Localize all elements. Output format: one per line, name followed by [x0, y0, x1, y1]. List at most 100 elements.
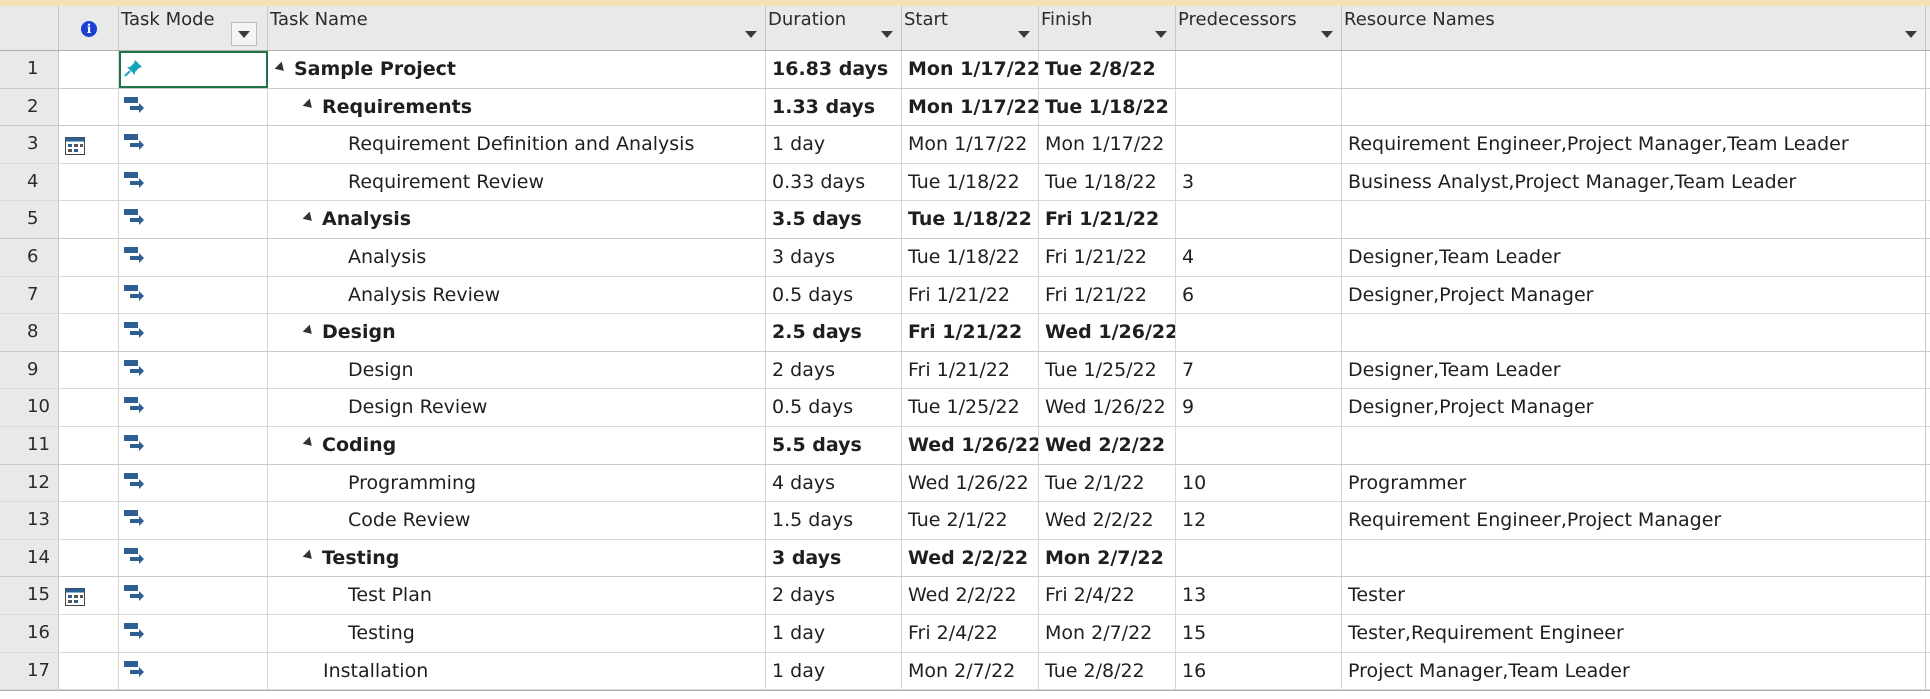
task-mode-cell[interactable] [119, 201, 268, 238]
finish-cell[interactable]: Mon 2/7/22 [1039, 539, 1176, 577]
chevron-down-icon[interactable] [745, 31, 757, 38]
task-name-cell[interactable]: Installation [268, 652, 766, 690]
task-name-cell[interactable]: Analysis [268, 201, 766, 238]
indicators-header[interactable]: i [59, 6, 119, 50]
resource-names-cell[interactable]: Designer,Team Leader [1342, 351, 1926, 389]
finish-cell[interactable]: Fri 1/21/22 [1039, 238, 1176, 276]
task-mode-header[interactable]: Task Mode [119, 6, 268, 50]
task-mode-cell[interactable] [119, 502, 268, 539]
indicator-cell[interactable] [59, 201, 119, 238]
indicator-cell[interactable] [59, 464, 119, 502]
resource-names-cell[interactable] [1342, 426, 1926, 464]
task-mode-filter-dropdown[interactable] [231, 22, 257, 46]
duration-cell[interactable]: 1 day [766, 614, 902, 652]
predecessors-cell[interactable]: 13 [1176, 577, 1342, 614]
task-name-cell[interactable]: Sample Project [268, 51, 766, 88]
start-cell[interactable]: Wed 1/26/22 [902, 464, 1039, 502]
duration-cell[interactable]: 0.5 days [766, 276, 902, 314]
chevron-down-icon[interactable] [1155, 31, 1167, 38]
resource-names-cell[interactable]: Designer,Project Manager [1342, 276, 1926, 314]
task-mode-cell[interactable] [119, 539, 268, 577]
row-number[interactable]: 11 [0, 426, 59, 464]
start-header[interactable]: Start [902, 6, 1039, 50]
start-cell[interactable]: Tue 1/18/22 [902, 238, 1039, 276]
collapse-triangle-icon[interactable] [302, 549, 316, 563]
task-name-cell[interactable]: Coding [268, 426, 766, 464]
collapse-triangle-icon[interactable] [302, 98, 316, 112]
predecessors-cell[interactable] [1176, 539, 1342, 577]
table-row[interactable]: 9 Design 2 days Fri 1/21/22 Tue 1/25/22 7 Desi… [0, 351, 1930, 390]
duration-cell[interactable]: 4 days [766, 464, 902, 502]
task-mode-cell[interactable] [119, 351, 268, 389]
finish-cell[interactable]: Tue 2/8/22 [1039, 652, 1176, 690]
indicator-cell[interactable] [59, 276, 119, 314]
resource-names-cell[interactable]: Tester,Requirement Engineer [1342, 614, 1926, 652]
predecessors-cell[interactable] [1176, 314, 1342, 351]
chevron-down-icon[interactable] [1321, 31, 1333, 38]
indicator-cell[interactable] [59, 614, 119, 652]
finish-cell[interactable]: Tue 2/1/22 [1039, 464, 1176, 502]
duration-cell[interactable]: 1.33 days [766, 88, 902, 126]
task-name-cell[interactable]: Requirement Review [268, 163, 766, 201]
indicator-cell[interactable] [59, 652, 119, 690]
table-row[interactable]: 2 Requirements 1.33 days Mon 1/17/22 Tue 1/1… [0, 88, 1930, 127]
predecessors-cell[interactable]: 10 [1176, 464, 1342, 502]
duration-cell[interactable]: 1 day [766, 652, 902, 690]
row-number[interactable]: 16 [0, 614, 59, 652]
indicator-cell[interactable] [59, 426, 119, 464]
resource-names-cell[interactable]: Business Analyst,Project Manager,Team Le… [1342, 163, 1926, 201]
duration-cell[interactable]: 0.33 days [766, 163, 902, 201]
row-number[interactable]: 6 [0, 238, 59, 276]
resource-names-cell[interactable]: Designer,Team Leader [1342, 238, 1926, 276]
task-name-cell[interactable]: Requirements [268, 88, 766, 126]
finish-cell[interactable]: Wed 2/2/22 [1039, 502, 1176, 539]
finish-header[interactable]: Finish [1039, 6, 1176, 50]
predecessors-cell[interactable]: 12 [1176, 502, 1342, 539]
start-cell[interactable]: Tue 1/18/22 [902, 163, 1039, 201]
resource-names-cell[interactable]: Project Manager,Team Leader [1342, 652, 1926, 690]
task-mode-cell[interactable] [119, 163, 268, 201]
start-cell[interactable]: Fri 2/4/22 [902, 614, 1039, 652]
task-mode-cell[interactable] [119, 126, 268, 163]
table-row[interactable]: 16 Testing 1 day Fri 2/4/22 Mon 2/7/22 15 Test… [0, 614, 1930, 653]
task-mode-cell[interactable] [119, 652, 268, 690]
duration-header[interactable]: Duration [766, 6, 902, 50]
duration-cell[interactable]: 3.5 days [766, 201, 902, 238]
table-row[interactable]: 14 Testing 3 days Wed 2/2/22 Mon 2/7/22 [0, 539, 1930, 578]
predecessors-cell[interactable] [1176, 201, 1342, 238]
finish-cell[interactable]: Wed 2/2/22 [1039, 426, 1176, 464]
chevron-down-icon[interactable] [1905, 31, 1917, 38]
indicator-cell[interactable] [59, 351, 119, 389]
predecessors-cell[interactable] [1176, 426, 1342, 464]
finish-cell[interactable]: Wed 1/26/22 [1039, 314, 1176, 351]
resource-names-cell[interactable]: Requirement Engineer,Project Manager,Tea… [1342, 126, 1926, 163]
duration-cell[interactable]: 0.5 days [766, 389, 902, 426]
start-cell[interactable]: Wed 2/2/22 [902, 577, 1039, 614]
indicator-cell[interactable] [59, 577, 119, 614]
predecessors-cell[interactable]: 15 [1176, 614, 1342, 652]
chevron-down-icon[interactable] [881, 31, 893, 38]
indicator-cell[interactable] [59, 51, 119, 88]
task-mode-cell[interactable] [119, 577, 268, 614]
resource-names-cell[interactable] [1342, 88, 1926, 126]
row-number[interactable]: 14 [0, 539, 59, 577]
table-row[interactable]: 12 Programming 4 days Wed 1/26/22 Tue 2/1/22… [0, 464, 1930, 503]
finish-cell[interactable]: Tue 1/18/22 [1039, 163, 1176, 201]
indicator-cell[interactable] [59, 88, 119, 126]
task-mode-cell[interactable] [119, 276, 268, 314]
duration-cell[interactable]: 16.83 days [766, 51, 902, 88]
duration-cell[interactable]: 5.5 days [766, 426, 902, 464]
duration-cell[interactable]: 2 days [766, 351, 902, 389]
task-name-cell[interactable]: Testing [268, 539, 766, 577]
table-row[interactable]: 5 Analysis 3.5 days Tue 1/18/22 Fri 1/21/22 [0, 201, 1930, 239]
table-row[interactable]: 4 Requirement Review 0.33 days Tue 1/18/22 T… [0, 163, 1930, 202]
start-cell[interactable]: Wed 2/2/22 [902, 539, 1039, 577]
predecessors-cell[interactable]: 4 [1176, 238, 1342, 276]
collapse-triangle-icon[interactable] [302, 324, 316, 338]
resource-names-header[interactable]: Resource Names [1342, 6, 1926, 50]
table-row[interactable]: 6 Analysis 3 days Tue 1/18/22 Fri 1/21/22 4 De… [0, 238, 1930, 277]
task-name-cell[interactable]: Design Review [268, 389, 766, 426]
table-row[interactable]: 11 Coding 5.5 days Wed 1/26/22 Wed 2/2/22 [0, 426, 1930, 465]
duration-cell[interactable]: 1 day [766, 126, 902, 163]
table-row[interactable]: 15 Test Plan 2 days Wed 2/2/22 Fri 2/4/22 13 T… [0, 577, 1930, 615]
